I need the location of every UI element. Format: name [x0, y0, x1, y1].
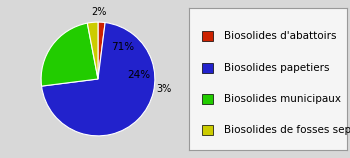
Text: Biosolides municipaux: Biosolides municipaux: [224, 94, 341, 104]
FancyBboxPatch shape: [202, 31, 213, 41]
Text: 24%: 24%: [127, 70, 150, 80]
Text: Biosolides papetiers: Biosolides papetiers: [224, 63, 329, 73]
Text: Biosolides de fosses septiques: Biosolides de fosses septiques: [224, 125, 350, 135]
FancyBboxPatch shape: [202, 63, 213, 73]
Wedge shape: [88, 22, 98, 79]
Text: 2%: 2%: [91, 7, 107, 17]
FancyBboxPatch shape: [202, 94, 213, 104]
Wedge shape: [98, 22, 105, 79]
Wedge shape: [42, 23, 155, 136]
Text: 3%: 3%: [157, 84, 172, 94]
Text: Biosolides d'abattoirs: Biosolides d'abattoirs: [224, 31, 336, 41]
FancyBboxPatch shape: [202, 125, 213, 135]
Text: 71%: 71%: [111, 42, 134, 52]
Wedge shape: [41, 23, 98, 86]
